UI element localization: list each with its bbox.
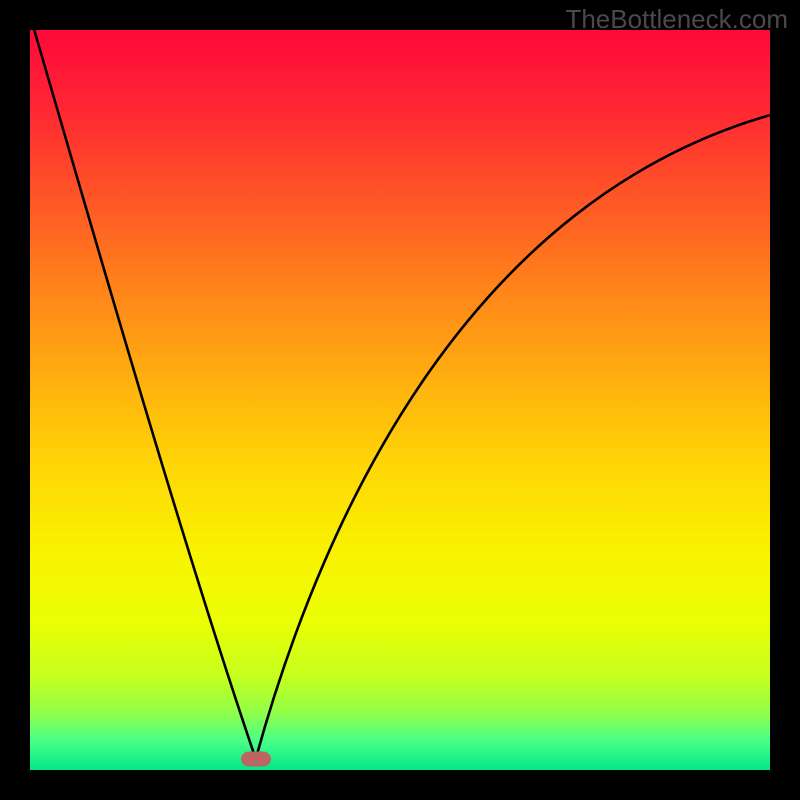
bottleneck-curve [30,30,770,770]
watermark-text: TheBottleneck.com [565,4,788,35]
minimum-marker [241,751,271,766]
plot-area [30,30,770,770]
